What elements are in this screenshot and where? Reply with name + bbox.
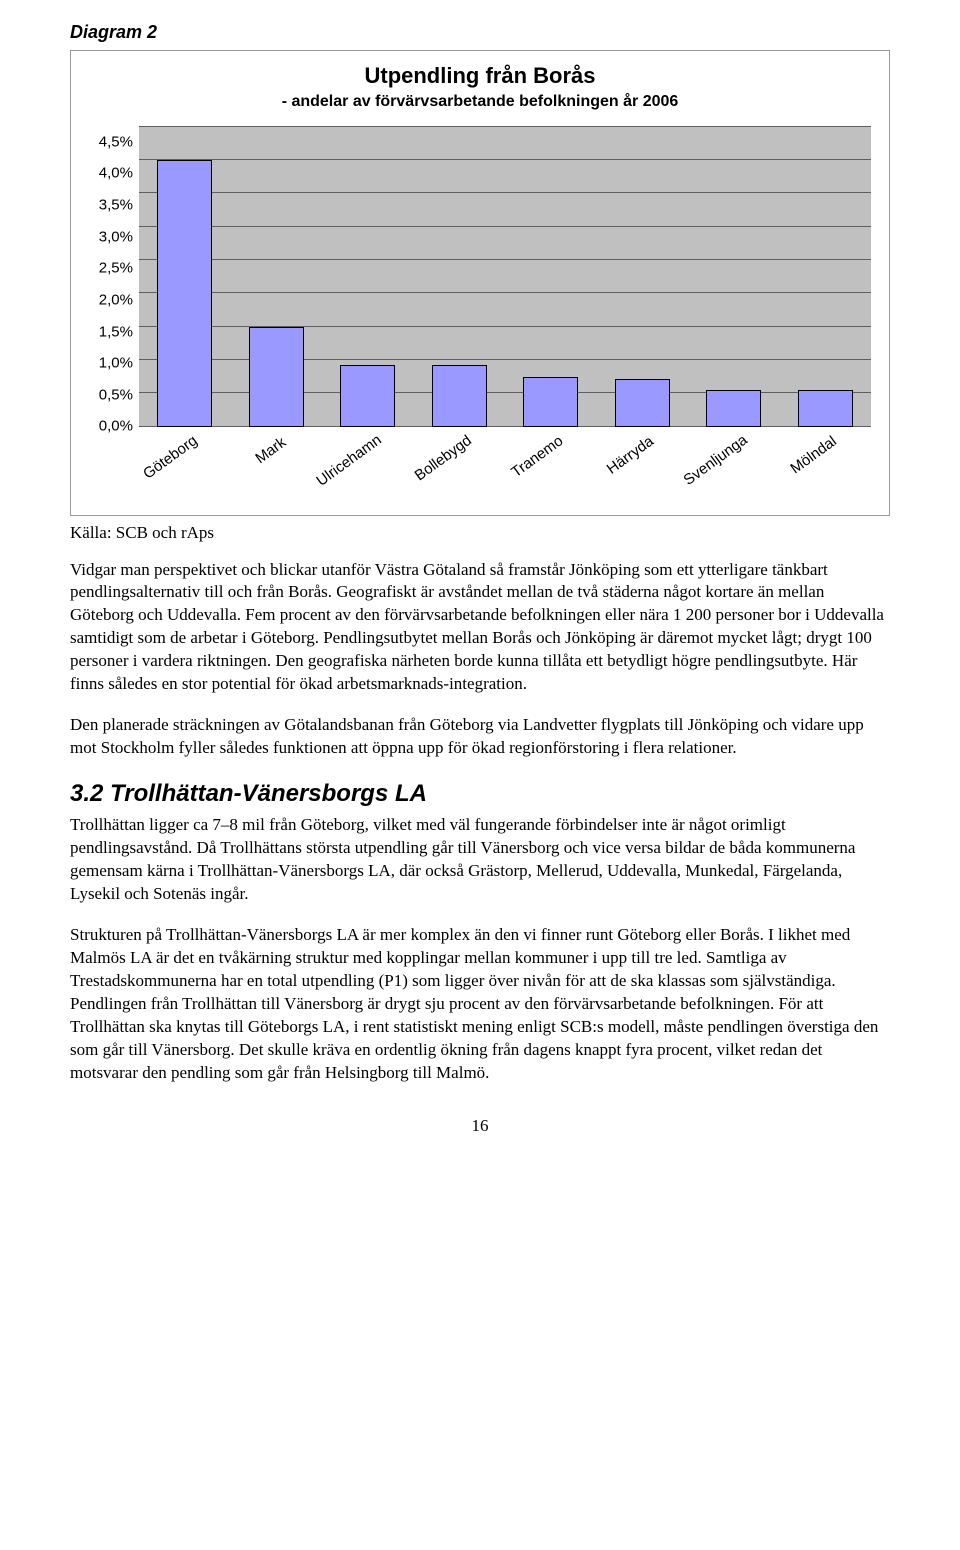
chart-x-tick: Svenljunga	[688, 427, 780, 487]
chart-title: Utpendling från Borås	[89, 61, 871, 91]
chart-bar	[706, 390, 761, 427]
chart-x-tick-label: Ulricehamn	[313, 430, 386, 491]
chart-x-axis: Göteborg Mark UlricehamnBollebygd Tranemo Hä…	[139, 427, 871, 487]
chart-bars-layer	[139, 127, 871, 427]
body-paragraph-3: Trollhättan ligger ca 7–8 mil från Göteb…	[70, 814, 890, 906]
body-paragraph-2: Den planerade sträckningen av Götalandsb…	[70, 714, 890, 760]
chart-x-tick: Tranemo	[505, 427, 597, 487]
chart-bar	[432, 365, 487, 426]
chart-container: Utpendling från Borås - andelar av förvä…	[70, 50, 890, 515]
chart-x-tick: Göteborg	[139, 427, 231, 487]
chart-bar	[157, 160, 212, 427]
chart-x-tick-label: Bollebygd	[411, 431, 476, 486]
diagram-label: Diagram 2	[70, 20, 890, 44]
chart-y-tick: 3,0%	[89, 229, 133, 244]
chart-x-tick-label: Härryda	[603, 431, 658, 479]
chart-x-tick-label: Mark	[252, 433, 291, 469]
chart-bar	[249, 327, 304, 427]
chart-x-tick: Mölndal	[780, 427, 872, 487]
chart-x-tick-label: Tranemo	[507, 431, 567, 482]
chart-bar	[798, 390, 853, 427]
chart-x-tick: Härryda	[597, 427, 689, 487]
chart-source: Källa: SCB och rAps	[70, 522, 890, 545]
chart-bar	[523, 377, 578, 427]
chart-bar-slot	[414, 127, 506, 427]
chart-plot-area	[139, 127, 871, 427]
chart-y-tick: 4,0%	[89, 166, 133, 181]
chart-y-axis: 0,0%0,5%1,0%1,5%2,0%2,5%3,0%3,5%4,0%4,5%	[89, 127, 139, 427]
chart-y-tick: 0,5%	[89, 387, 133, 402]
body-paragraph-4: Strukturen på Trollhättan-Vänersborgs LA…	[70, 924, 890, 1085]
chart-x-tick-label: Göteborg	[139, 431, 202, 484]
chart-x-tick: Mark	[231, 427, 323, 487]
chart-bar-slot	[505, 127, 597, 427]
chart-x-tick-label: Svenljunga	[680, 430, 752, 490]
section-heading: 3.2 Trollhättan-Vänersborgs LA	[70, 778, 890, 810]
body-paragraph-1: Vidgar man perspektivet och blickar utan…	[70, 559, 890, 697]
chart-bar-slot	[780, 127, 872, 427]
chart-y-tick: 3,5%	[89, 197, 133, 212]
chart-subtitle: - andelar av förvärvsarbetande befolknin…	[89, 91, 871, 113]
chart-y-tick: 1,5%	[89, 324, 133, 339]
page-number: 16	[70, 1115, 890, 1138]
chart-y-tick: 2,0%	[89, 292, 133, 307]
chart-bar-slot	[597, 127, 689, 427]
chart-bar-slot	[688, 127, 780, 427]
chart-y-tick: 1,0%	[89, 356, 133, 371]
chart-bar	[340, 365, 395, 426]
chart-x-tick-label: Mölndal	[787, 431, 841, 478]
chart-bar	[615, 379, 670, 427]
chart-bar-slot	[322, 127, 414, 427]
chart-y-tick: 2,5%	[89, 261, 133, 276]
chart-bar-slot	[231, 127, 323, 427]
chart-plot-row: 0,0%0,5%1,0%1,5%2,0%2,5%3,0%3,5%4,0%4,5%	[89, 127, 871, 427]
chart-bar-slot	[139, 127, 231, 427]
chart-x-tick: Bollebygd	[414, 427, 506, 487]
chart-y-tick: 4,5%	[89, 134, 133, 149]
chart-y-tick: 0,0%	[89, 419, 133, 434]
chart-x-tick: Ulricehamn	[322, 427, 414, 487]
